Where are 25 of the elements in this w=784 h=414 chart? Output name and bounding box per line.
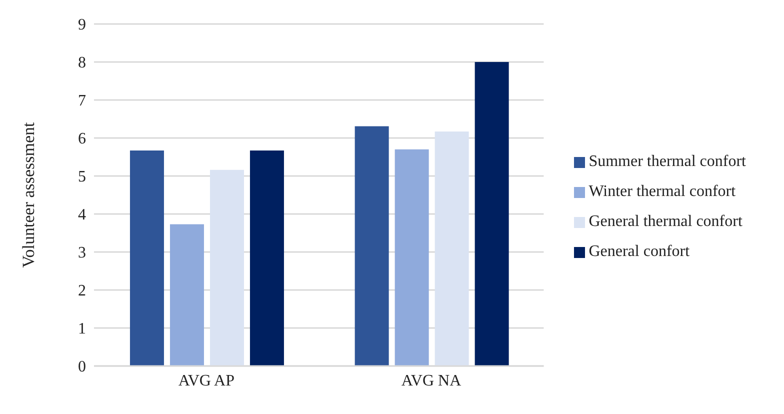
bar: [210, 170, 244, 366]
x-tick-label: AVG NA: [401, 372, 462, 390]
bar: [394, 149, 429, 366]
y-tick-label: 1: [78, 320, 86, 338]
y-tick-label: 5: [78, 168, 86, 186]
bar: [130, 150, 164, 366]
y-tick-label: 4: [78, 206, 86, 224]
y-tick-label: 8: [78, 54, 86, 72]
bar: [434, 132, 469, 366]
y-tick-label: 9: [78, 16, 86, 34]
y-tick-label: 7: [78, 92, 86, 110]
legend-label: General confort: [588, 243, 690, 260]
y-tick-label: 3: [78, 244, 86, 262]
y-axis-title: Volunteer assessment: [19, 122, 38, 268]
legend-label: Winter thermal confort: [588, 183, 736, 200]
y-tick-label: 0: [78, 358, 86, 376]
y-tick-label: 2: [78, 282, 86, 300]
bar: [474, 62, 509, 366]
bar: [250, 150, 284, 366]
legend-label: General thermal confort: [588, 213, 742, 230]
bar: [170, 224, 204, 366]
y-tick-label: 6: [78, 130, 86, 148]
legend-label: Summer thermal confort: [588, 153, 746, 170]
bar: [354, 126, 389, 366]
x-tick-label: AVG AP: [178, 372, 235, 390]
